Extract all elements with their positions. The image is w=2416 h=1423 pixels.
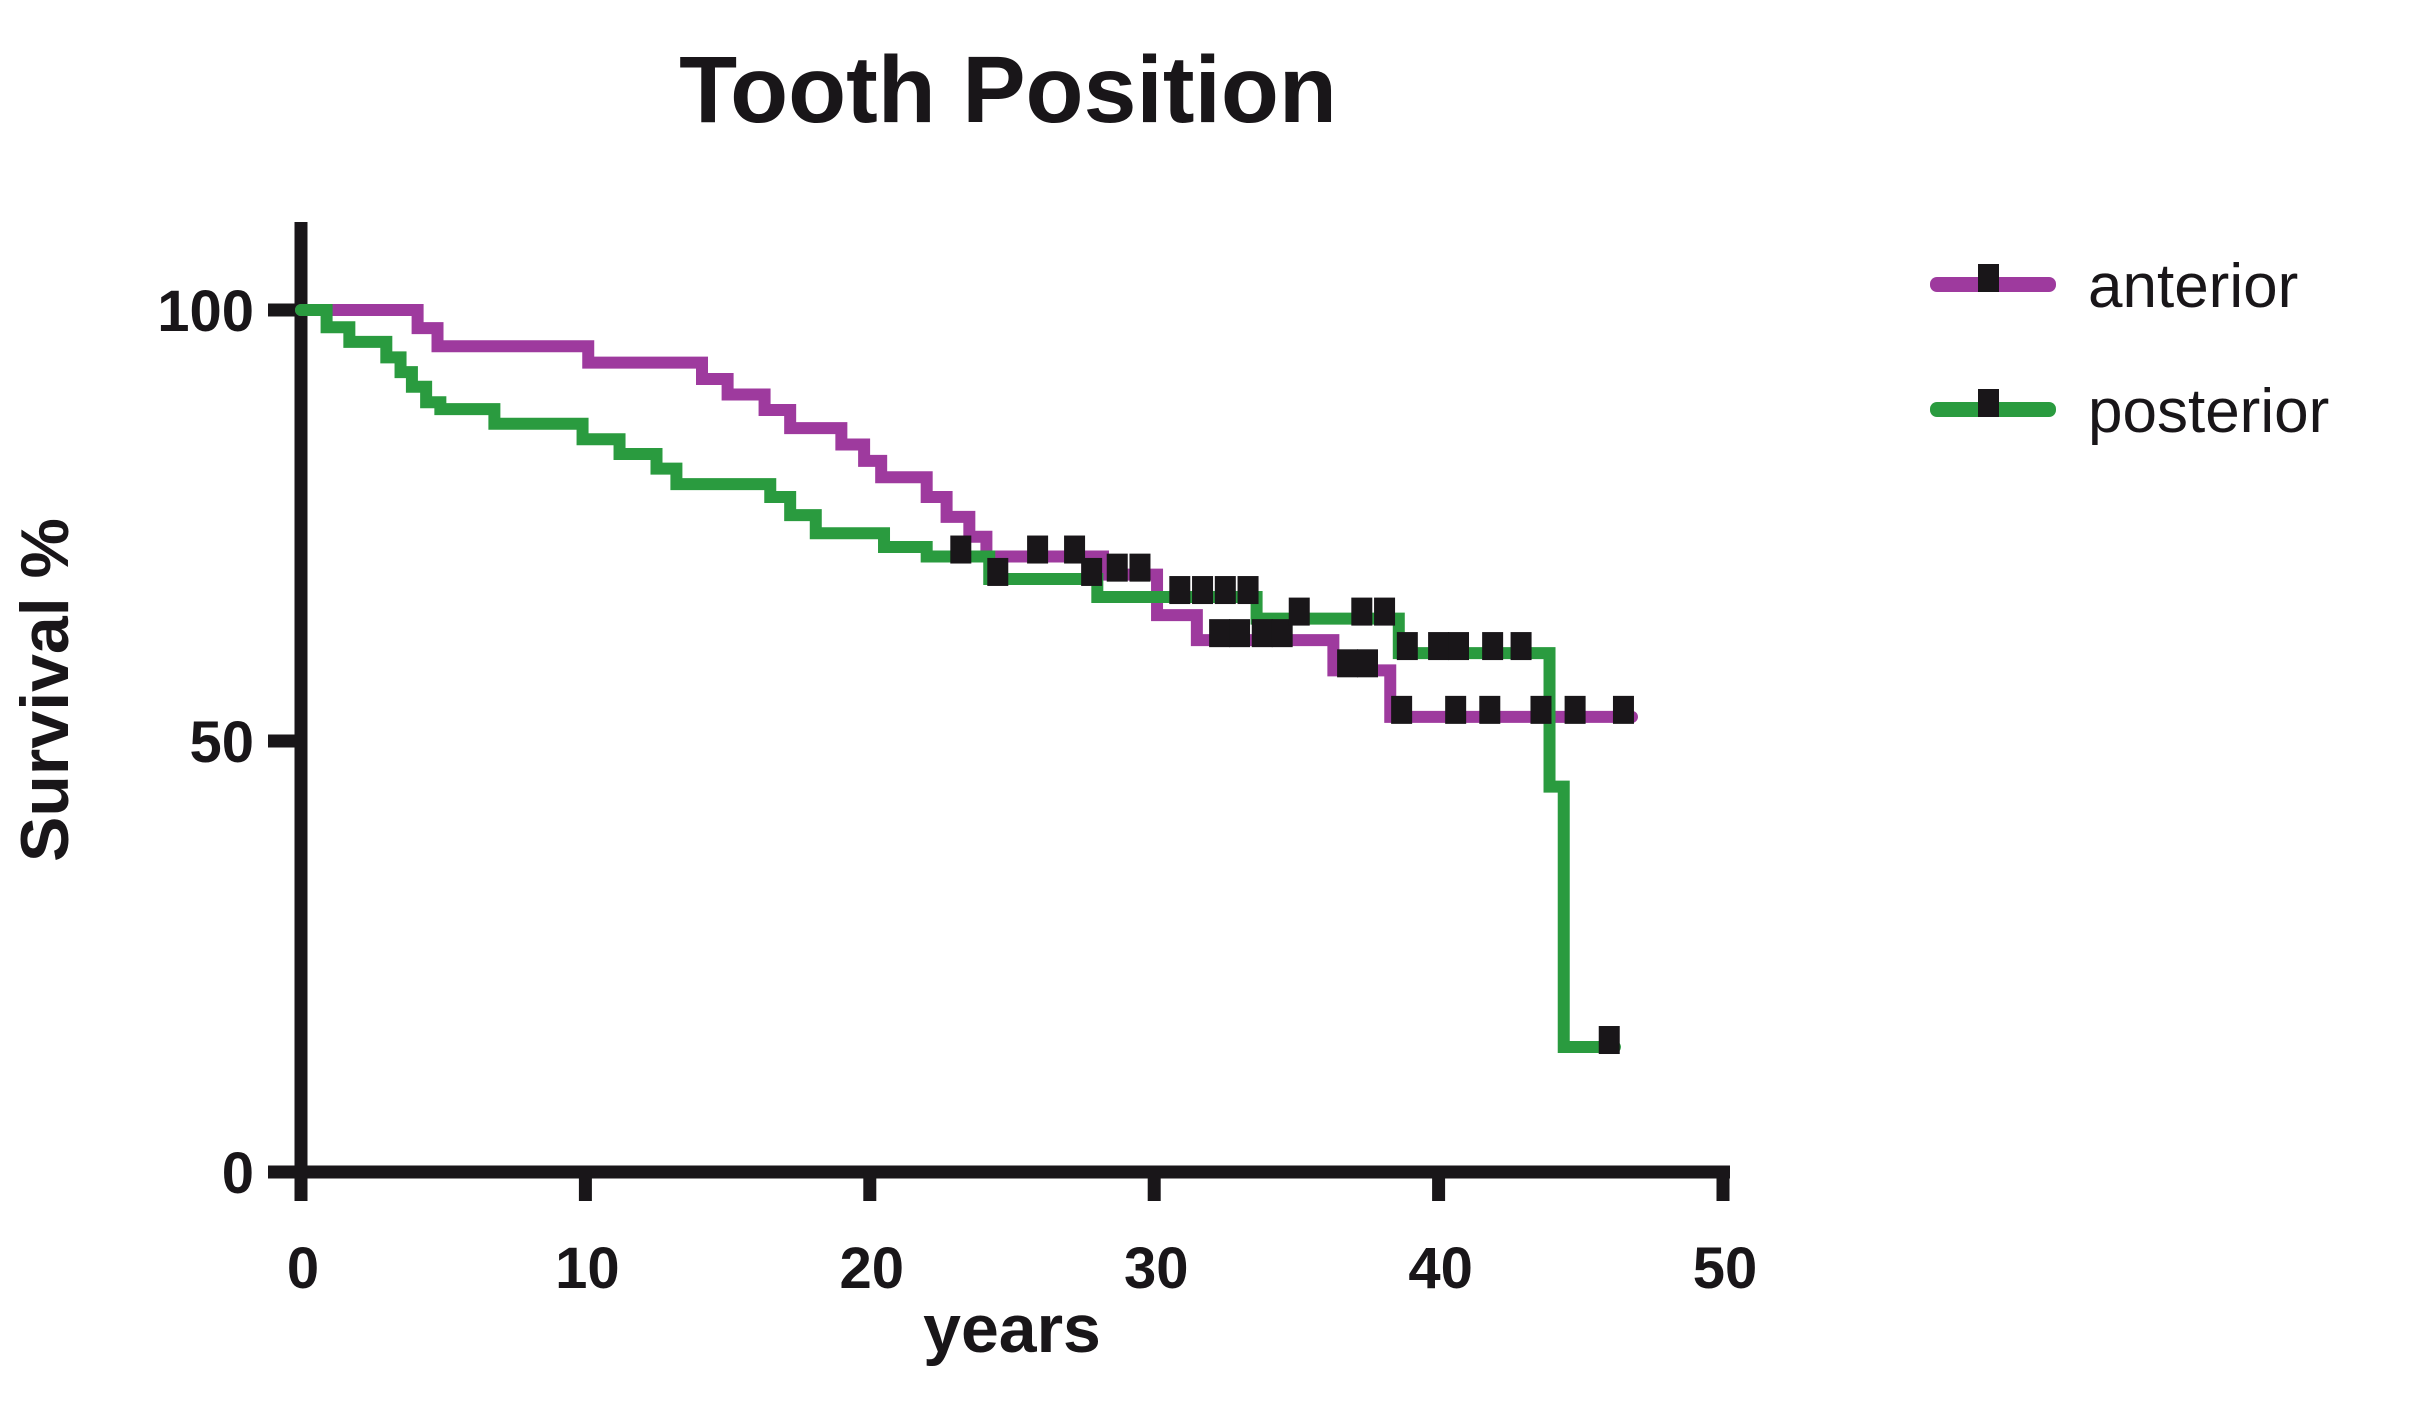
- posterior-censor-tick: [1081, 557, 1103, 586]
- anterior-censor-tick: [1027, 535, 1049, 564]
- anterior-censor-tick: [1271, 619, 1293, 648]
- anterior-censor-tick: [1530, 695, 1552, 724]
- anterior-censor-tick: [1337, 649, 1359, 678]
- y-tick-label: 0: [222, 1141, 254, 1206]
- tick-labels: 0 50 100 0 10 20 30 40 50: [157, 279, 1757, 1301]
- posterior-censor-tick: [1396, 632, 1418, 661]
- posterior-censor-tick: [950, 535, 972, 564]
- posterior-censor-tick: [1374, 597, 1396, 626]
- posterior-censor-tick: [1482, 632, 1504, 661]
- posterior-survival-curve: [295, 304, 1621, 1054]
- anterior-censor-tick: [1106, 553, 1128, 582]
- survival-curves: [295, 304, 1638, 1054]
- legend: anterior posterior: [1930, 252, 2329, 446]
- posterior-censor-tick-icon: [1978, 389, 1999, 417]
- posterior-censor-tick: [1510, 632, 1532, 661]
- anterior-censor-tick-icon: [1978, 264, 1999, 292]
- anterior-censor-tick: [1612, 695, 1634, 724]
- x-tick-label: 10: [555, 1236, 620, 1301]
- posterior-censor-tick: [987, 557, 1009, 586]
- chart-title: Tooth Position: [679, 37, 1337, 143]
- anterior-survival-curve: [295, 304, 1638, 723]
- anterior-censor-tick: [1391, 695, 1413, 724]
- x-tick-label: 40: [1408, 1236, 1473, 1301]
- anterior-censor-tick: [1564, 695, 1586, 724]
- anterior-censor-tick: [1251, 619, 1273, 648]
- anterior-censor-tick: [1479, 695, 1501, 724]
- x-tick-label: 50: [1693, 1236, 1758, 1301]
- axes: [268, 222, 1730, 1201]
- censor-marks: [950, 535, 1634, 1055]
- posterior-censor-tick: [1214, 576, 1236, 605]
- posterior-censor-tick: [1598, 1026, 1620, 1055]
- anterior-censor-tick: [1229, 619, 1251, 648]
- y-tick-label: 50: [189, 710, 254, 775]
- anterior-censor-tick: [1129, 553, 1151, 582]
- y-tick-label: 100: [157, 279, 254, 344]
- x-tick-label: 30: [1124, 1236, 1189, 1301]
- anterior-censor-tick: [1209, 619, 1231, 648]
- legend-item-posterior: posterior: [1930, 377, 2329, 446]
- anterior-censor-tick: [1064, 535, 1086, 564]
- x-axis-title: years: [923, 1291, 1101, 1367]
- legend-label-posterior: posterior: [2088, 377, 2329, 446]
- x-tick-label: 20: [840, 1236, 905, 1301]
- posterior-censor-tick: [1448, 632, 1470, 661]
- posterior-censor-tick: [1169, 576, 1191, 605]
- y-axis-title: Survival %: [7, 518, 83, 862]
- posterior-censor-tick: [1288, 597, 1310, 626]
- anterior-censor-tick: [1357, 649, 1378, 678]
- posterior-censor-tick: [1192, 576, 1214, 605]
- anterior-censor-tick: [1445, 695, 1467, 724]
- posterior-censor-tick: [1351, 597, 1373, 626]
- legend-item-anterior: anterior: [1930, 252, 2298, 321]
- legend-label-anterior: anterior: [2088, 252, 2298, 321]
- x-tick-label: 0: [287, 1236, 319, 1301]
- posterior-censor-tick: [1428, 632, 1450, 661]
- posterior-censor-tick: [1237, 576, 1259, 605]
